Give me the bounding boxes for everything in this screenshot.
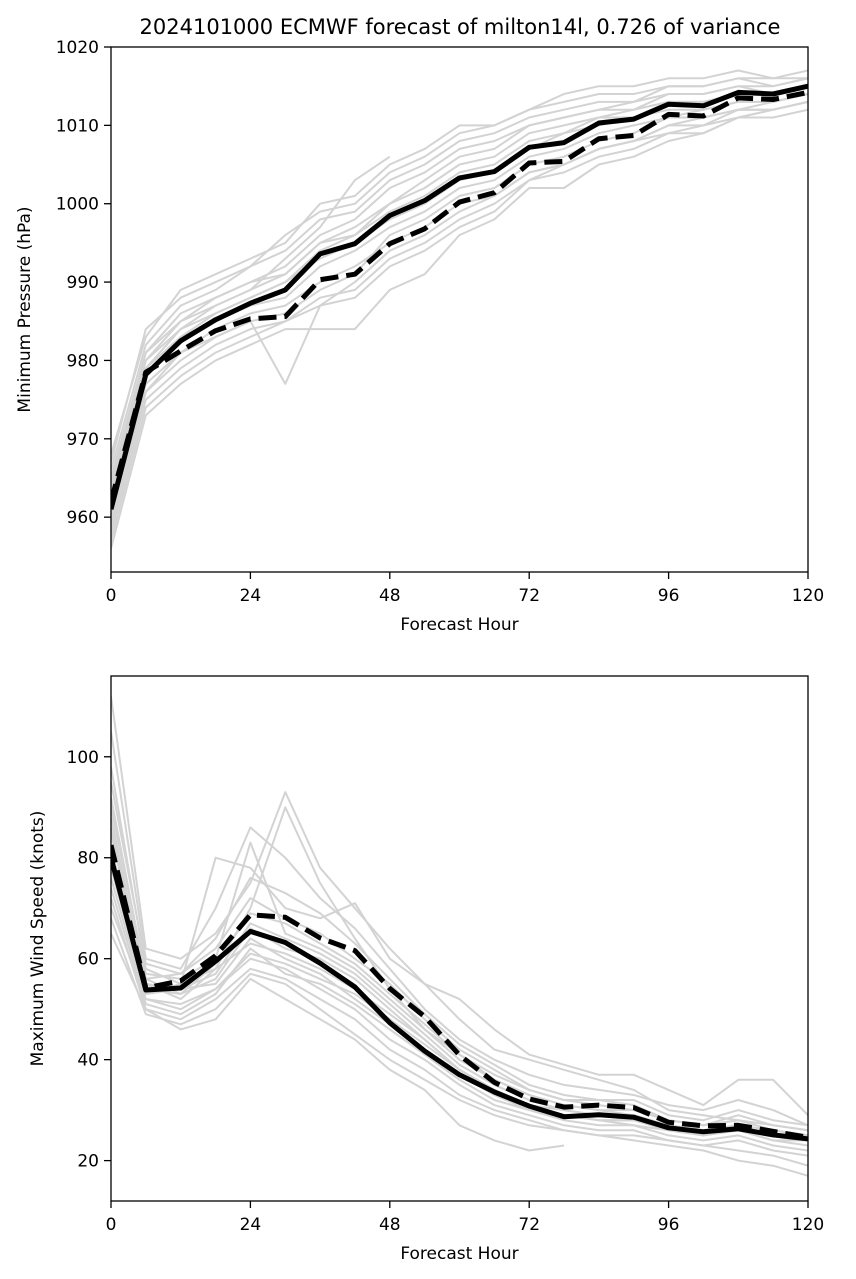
ensemble-member-line [111,85,808,487]
dashed-series-line [111,844,808,1140]
solid-series-line [111,83,808,510]
ensemble-member-line [111,766,808,1116]
ensemble-member-line [111,100,808,534]
y-tick-label: 960 [67,508,99,528]
chart-title: 2024101000 ECMWF forecast of milton14l, … [140,15,781,39]
ensemble-member-line [111,731,808,1127]
ensemble-member-line [111,781,808,1127]
ensemble-member-line [111,69,808,455]
x-tick-label: 96 [658,586,680,606]
y-tick-label: 60 [77,950,99,970]
x-axis-label: Forecast Hour [400,1244,518,1264]
y-tick-label: 990 [67,273,99,293]
ensemble-member-line [111,77,808,463]
ensemble-member-line [111,100,808,549]
y-tick-label: 80 [77,849,99,869]
x-tick-label: 0 [106,586,117,606]
x-tick-label: 24 [240,1215,262,1235]
x-tick-label: 0 [106,1215,117,1235]
plot-frame [110,46,809,573]
ensemble-member-line [111,100,808,502]
ensemble-member-line [111,933,565,1152]
plot-frame [110,675,809,1202]
y-tick-label: 1010 [56,116,99,136]
wind-speed-chart: 0 24 48 72 96 120 20 40 60 80 100 Forecast Hour Maxi… [28,675,824,1264]
ensemble-member-line [111,897,808,1167]
pressure-chart: 0 24 48 72 96 120 960 970 980 990 1000 1010 1020 Fore… [15,38,824,635]
y-tick-label: 40 [77,1051,99,1071]
ensemble-member-line [111,887,808,1137]
ensemble-member-line [111,93,808,494]
y-tick-label: 1020 [56,38,99,58]
solid-series-line [111,857,808,1142]
ensemble-member-line [111,877,808,1157]
y-tick-label: 100 [67,748,99,768]
plot-area [111,696,808,1177]
y-tick-label: 20 [77,1152,99,1172]
dashed-series-line [111,89,808,503]
ensemble-member-line [111,77,808,479]
x-axis-label: Forecast Hour [400,615,518,635]
ensemble-member-line [111,857,808,1152]
x-tick-label: 48 [379,1215,401,1235]
ensemble-member-line [111,93,808,526]
x-tick-label: 120 [792,1215,824,1235]
x-tick-label: 96 [658,1215,680,1235]
ensemble-member-line [111,155,391,494]
y-tick-label: 970 [67,430,99,450]
x-tick-label: 24 [240,586,262,606]
ensemble-member-line [111,85,808,487]
plot-area [111,69,808,549]
x-tick-label: 72 [518,586,540,606]
ensemble-member-line [111,100,808,541]
ensemble-member-line [111,917,808,1177]
x-tick-label: 120 [792,586,824,606]
y-tick-label: 1000 [56,195,99,215]
ensemble-member-line [111,847,808,1137]
ensemble-member-line [111,827,808,1137]
x-tick-label: 48 [379,586,401,606]
y-tick-label: 980 [67,351,99,371]
y-axis-label: Maximum Wind Speed (knots) [28,811,48,1067]
y-axis-label: Minimum Pressure (hPa) [15,206,35,412]
x-tick-label: 72 [518,1215,540,1235]
ensemble-member-line [111,867,808,1142]
